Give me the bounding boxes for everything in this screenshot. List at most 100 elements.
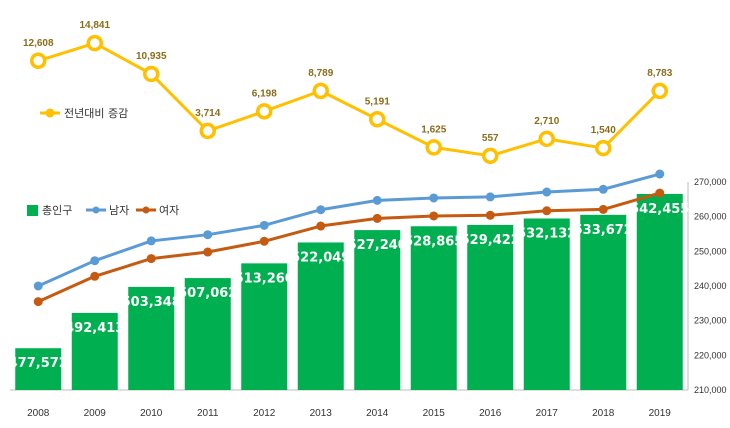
legend-label-female: 여자 <box>159 204 179 217</box>
bar-label-2014: 527,240 <box>348 238 407 253</box>
male-point-2014 <box>372 195 382 205</box>
bar-label-2010: 503,348 <box>122 295 181 310</box>
bar-2011 <box>184 278 231 390</box>
change-label-2016: 557 <box>482 133 499 144</box>
female-line <box>37 191 661 303</box>
x-tick-2014: 2014 <box>366 408 389 419</box>
male-point-2010 <box>146 236 156 246</box>
x-tick-2016: 2016 <box>479 408 502 419</box>
legend-label-total: 총인구 <box>42 204 72 217</box>
change-point-2019 <box>651 82 668 100</box>
bar-label-2018: 533,672 <box>574 223 633 238</box>
bar-label-2008: 477,572 <box>9 356 68 371</box>
right-tick-210000: 210,000 <box>694 385 727 395</box>
bar-label-2017: 532,132 <box>517 226 576 241</box>
right-tick-240000: 240,000 <box>694 281 727 291</box>
right-tick-270000: 270,000 <box>694 177 727 187</box>
bar-2008 <box>15 348 62 390</box>
bar-label-2013: 522,049 <box>291 250 350 265</box>
female-point-2016 <box>485 210 495 220</box>
x-tick-2019: 2019 <box>649 408 672 419</box>
x-tick-2012: 2012 <box>253 408 276 419</box>
female-point-2015 <box>429 211 439 221</box>
change-point-2009 <box>86 34 103 52</box>
bar-2019 <box>636 193 683 390</box>
female-point-2009 <box>90 271 100 281</box>
bar-2010 <box>128 286 175 390</box>
male-point-2015 <box>429 193 439 203</box>
bar-label-2011: 507,062 <box>178 286 237 301</box>
legend-marker-female <box>142 206 150 214</box>
line-series: 12,608 14,841 10,935 3,714 6,198 8,789 5,191 1,… <box>23 20 673 307</box>
x-tick-2013: 2013 <box>310 408 333 419</box>
change-label-2017: 2,710 <box>534 116 559 127</box>
bar-2013 <box>297 242 344 390</box>
change-label-2015: 1,625 <box>421 124 446 135</box>
right-tick-230000: 230,000 <box>694 316 727 326</box>
male-point-2013 <box>316 205 326 215</box>
change-label-2019: 8,783 <box>647 68 672 79</box>
bar-label-2012: 513,260 <box>235 271 294 286</box>
male-point-2011 <box>203 230 213 240</box>
female-point-2013 <box>316 221 326 231</box>
x-tick-2011: 2011 <box>197 408 219 419</box>
change-line <box>37 41 661 158</box>
legend-swatch-total <box>27 205 38 216</box>
change-label-2013: 8,789 <box>308 68 333 79</box>
x-tick-2008: 2008 <box>27 408 50 419</box>
bar-2017 <box>523 218 570 390</box>
change-label-2011: 3,714 <box>195 108 220 119</box>
female-point-2011 <box>203 247 213 257</box>
x-tick-2009: 2009 <box>84 408 107 419</box>
change-point-2016 <box>482 147 499 165</box>
female-point-2010 <box>146 254 156 264</box>
bar-label-2015: 528,865 <box>404 234 463 249</box>
legend-bottom: 총인구 남자 여자 <box>27 204 179 217</box>
legend-marker-male <box>92 206 100 214</box>
female-point-2012 <box>259 236 269 246</box>
change-label-2009: 14,841 <box>79 20 110 31</box>
bar-label-2019: 542,455 <box>630 202 689 217</box>
female-point-2014 <box>372 213 382 223</box>
right-tick-260000: 260,000 <box>694 212 727 222</box>
legend-top: 전년대비 증감 <box>40 107 128 120</box>
bar-2012 <box>241 263 288 390</box>
change-point-2015 <box>425 139 442 156</box>
x-axis-ticks: 2008 2009 2010 2011 2012 2013 2014 2015 2016 2017… <box>27 408 671 419</box>
right-tick-250000: 250,000 <box>694 246 727 256</box>
change-point-2014 <box>369 111 386 128</box>
x-tick-2018: 2018 <box>592 408 615 419</box>
right-axis-ticks: 210,000 220,000 230,000 240,000 250,000 260,0… <box>694 177 727 395</box>
change-point-2017 <box>538 130 555 148</box>
right-tick-220000: 220,000 <box>694 350 727 360</box>
female-point-2008 <box>33 297 43 307</box>
change-point-2013 <box>312 82 329 100</box>
legend-label-change: 전년대비 증감 <box>64 107 128 120</box>
bar-2016 <box>467 224 514 390</box>
male-line <box>37 172 661 288</box>
female-point-2019 <box>655 188 665 198</box>
bar-2015 <box>410 226 457 390</box>
change-label-2018: 1,540 <box>591 125 616 136</box>
bar-2018 <box>580 214 627 390</box>
female-point-2018 <box>598 204 608 214</box>
change-label-2010: 10,935 <box>136 51 167 62</box>
bar-2009 <box>71 312 118 390</box>
male-point-2008 <box>33 281 43 291</box>
change-point-2010 <box>143 65 160 83</box>
male-point-2009 <box>90 256 100 266</box>
female-point-2017 <box>542 206 552 216</box>
male-point-2017 <box>542 187 552 197</box>
legend-marker-change <box>45 108 55 118</box>
legend-label-male: 남자 <box>109 204 129 217</box>
bar-label-2016: 529,422 <box>461 233 520 248</box>
change-point-2008 <box>30 52 47 70</box>
change-point-2018 <box>595 139 612 157</box>
x-tick-2010: 2010 <box>140 408 163 419</box>
bar-2014 <box>354 230 401 390</box>
change-point-2011 <box>199 122 216 140</box>
male-point-2012 <box>259 220 269 230</box>
change-point-2012 <box>256 103 273 120</box>
